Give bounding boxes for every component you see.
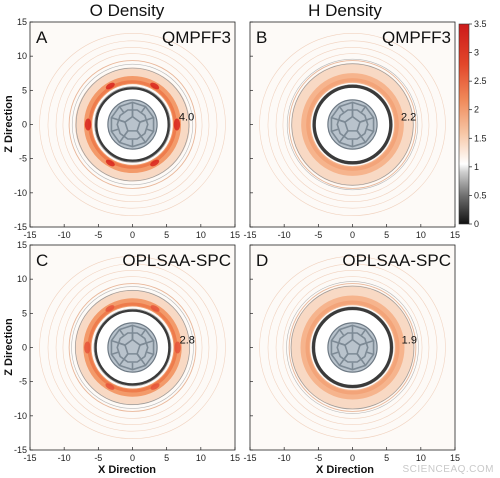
x-tick-label: -10 [58,230,71,240]
y-tick-label: -15 [14,445,27,455]
x-tick-label: 5 [384,230,389,240]
column-title-o-density: O Density [90,1,165,20]
density-shell [290,285,415,410]
x-tick-label: 15 [230,230,240,240]
y-tick-label: -5 [19,154,27,164]
y-tick-label: 10 [17,274,27,284]
fullerene-molecule [107,99,158,150]
colorbar-tick-label: 3 [474,48,479,58]
colorbar-tick-label: 0 [474,219,479,229]
hot-spots [84,82,181,167]
colorbar-gradient [458,23,470,225]
y-tick-label: -15 [14,222,27,232]
y-tick-label: 5 [22,85,27,95]
y-axis-title-bottom: Z Direction [3,318,15,376]
y-tick-label: 0 [22,343,27,353]
peak-value-label: 2.8 [180,335,195,347]
x-tick-label: -15 [243,453,256,463]
panel-b: -15 -10 -5 0 5 10 15 B QMPFF3 2.2 [243,21,460,240]
colorbar-tick-label: 1.5 [474,133,487,143]
x-tick-label: 0 [350,230,355,240]
y-tick-label: 10 [17,51,27,61]
y-tick-label: -5 [19,377,27,387]
panel-c: -15-15 -10 -10 -5 -5 0 0 5 5 10 10 15 15 C OPLSAA-SPC 2… [14,240,240,463]
x-tick-label: 10 [196,230,206,240]
peak-value-label: 1.9 [402,335,417,347]
x-tick-label: 15 [230,453,240,463]
method-label: QMPFF3 [382,28,451,47]
fullerene-molecule [327,99,378,150]
x-tick-label: -5 [94,453,102,463]
colorbar: 0 0.5 1 1.5 2 2.5 3 3.5 [458,19,487,229]
x-axis-title-left: X Direction [98,464,156,476]
x-tick-label: -5 [94,230,102,240]
panel-letter: A [36,28,48,47]
y-tick-label: 15 [17,240,27,250]
colorbar-tick-label: 2.5 [474,76,487,86]
x-tick-label: -15 [23,230,36,240]
x-tick-label: 5 [384,453,389,463]
fullerene-molecule [327,322,378,373]
x-tick-label: -5 [314,230,322,240]
x-tick-label: -10 [278,453,291,463]
panel-letter: C [36,251,48,270]
peak-value-label: 2.2 [401,112,416,124]
x-tick-label: -15 [23,453,36,463]
y-tick-label: 5 [22,308,27,318]
y-tick-label: 15 [17,17,27,27]
panel-letter: B [256,28,267,47]
watermark: SCIENCEAQ.COM [402,464,494,475]
y-tick-label: -10 [14,188,27,198]
x-tick-label: 10 [416,230,426,240]
panel-letter: D [256,251,268,270]
x-tick-label: 5 [164,230,169,240]
y-tick-label: -10 [14,411,27,421]
x-tick-label: 15 [450,230,460,240]
x-tick-label: -10 [278,230,291,240]
x-tick-label: -5 [314,453,322,463]
colorbar-tick-label: 2 [474,105,479,115]
fullerene-molecule [107,322,158,373]
x-axis-title-right: X Direction [316,464,374,476]
y-tick-label: 0 [22,120,27,130]
y-axis-title-top: Z Direction [3,95,15,153]
method-label: OPLSAA-SPC [122,251,231,270]
x-tick-label: 15 [450,453,460,463]
x-tick-label: 0 [130,453,135,463]
method-label: OPLSAA-SPC [342,251,451,270]
colorbar-tick-label: 0.5 [474,190,487,200]
column-title-h-density: H Density [308,1,382,20]
panel-d: -15 -10 -5 0 5 10 15 D OPLSAA-SPC 1.9 [243,244,460,463]
x-tick-label: 0 [130,230,135,240]
x-tick-label: 10 [416,453,426,463]
x-tick-label: 5 [164,453,169,463]
x-tick-label: -15 [243,230,256,240]
colorbar-tick-label: 1 [474,162,479,172]
peak-value-label: 4.0 [179,112,194,124]
colorbar-tick-label: 3.5 [474,19,487,29]
panel-a: -15-15 -10 -10 -5 -5 0 0 5 5 10 10 15 15 A QMPFF3 4.0 [14,17,240,240]
method-label: QMPFF3 [162,28,231,47]
x-tick-label: 0 [350,453,355,463]
x-tick-label: -10 [58,453,71,463]
density-shell [291,63,414,186]
hot-spots [84,305,181,390]
colorbar-ticks: 0 0.5 1 1.5 2 2.5 3 3.5 [469,19,487,229]
x-tick-label: 10 [196,453,206,463]
